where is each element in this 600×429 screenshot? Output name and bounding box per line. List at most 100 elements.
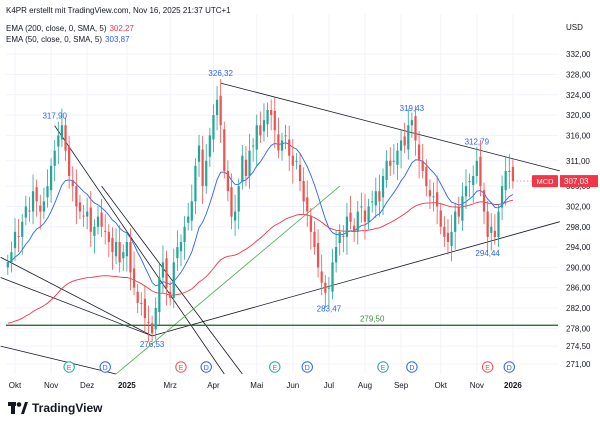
candle-body <box>17 235 20 237</box>
symbol-badge <box>532 175 558 188</box>
ema50-legend[interactable]: EMA (50, close, 0, SMA, 5) 303,87 <box>6 35 130 44</box>
candle-body <box>241 155 244 183</box>
candle-body <box>75 186 78 207</box>
candle-body <box>486 211 489 237</box>
candle-body <box>114 242 118 257</box>
y-tick-label: 332,00 <box>566 50 591 59</box>
candle-body <box>118 242 121 263</box>
candle-body <box>316 243 320 268</box>
y-tick-label: 298,00 <box>566 223 591 232</box>
candle-body <box>353 225 356 232</box>
candle-body <box>24 206 27 218</box>
candle-body <box>407 125 410 150</box>
event-marker-label: D <box>409 365 414 372</box>
y-tick-label: 328,00 <box>566 70 591 79</box>
y-tick-label: 282,00 <box>566 304 591 313</box>
candle-body <box>187 216 190 223</box>
candle-body <box>493 230 496 237</box>
event-marker-circle <box>301 361 313 373</box>
candle-body <box>443 226 446 237</box>
candle-body <box>132 268 136 288</box>
candle-body <box>457 207 460 217</box>
candle-body <box>31 191 35 212</box>
candle-body <box>468 181 471 183</box>
candle-body <box>313 231 316 248</box>
candle-body <box>150 323 154 334</box>
candle-body <box>122 252 125 259</box>
candle-body <box>194 165 197 202</box>
candle-body <box>349 212 352 222</box>
event-marker-circle <box>481 361 494 373</box>
candle-body <box>324 282 327 293</box>
candle-body <box>511 166 515 182</box>
candle-body <box>255 125 258 150</box>
candle-body <box>53 150 56 166</box>
price-axis[interactable]: USD 271,00 274,50 278,00 282,00 286,00 290,00 2… <box>566 23 591 369</box>
time-axis[interactable]: Okt Nov Dez 2025 Mrz Apr Mai Jun Jul Aug Sep Okt Nov… <box>9 381 523 390</box>
x-tick-label: Okt <box>435 381 448 390</box>
candle-body <box>60 125 64 140</box>
candle-body <box>21 221 24 237</box>
ema-50-line <box>7 142 514 287</box>
candle-body <box>472 176 475 186</box>
candle-body <box>208 135 211 157</box>
candle-body <box>309 215 312 232</box>
tradingview-logo[interactable]: TradingView <box>8 401 102 415</box>
candle-body <box>86 211 89 217</box>
candles <box>6 79 515 341</box>
x-tick-label: Aug <box>358 381 372 390</box>
x-tick-label: Mai <box>250 381 263 390</box>
candle-body <box>439 210 442 227</box>
candle-body <box>154 308 157 330</box>
event-marker-circle <box>175 361 187 373</box>
ema50-value: 303,87 <box>105 35 130 44</box>
candle-body <box>378 191 381 202</box>
candle-body <box>226 170 230 192</box>
gridlines <box>6 14 558 374</box>
tradingview-logo-text: TradingView <box>32 401 103 415</box>
trendline <box>0 345 117 375</box>
support-line: 279,50 <box>6 314 558 326</box>
candle-body <box>436 192 439 207</box>
candle-body <box>288 139 291 156</box>
candle-body <box>508 170 511 172</box>
symbol-label: MCD <box>536 177 554 186</box>
axis-currency: USD <box>566 23 583 32</box>
candle-body <box>450 231 453 247</box>
candle-body <box>161 262 165 278</box>
trendline <box>0 256 153 337</box>
event-marker-circle <box>503 361 515 373</box>
candle-body <box>89 207 92 232</box>
x-tick-label: Apr <box>207 381 220 390</box>
price-annotation: 312,79 <box>465 138 490 147</box>
event-marker-label: E <box>67 365 72 372</box>
tradingview-logo-icon <box>8 402 28 414</box>
candle-body <box>482 190 486 212</box>
x-tick-label: Sep <box>394 381 409 390</box>
x-tick-label: Jun <box>286 381 299 390</box>
trendline <box>220 82 560 172</box>
x-tick-label: Jul <box>324 381 334 390</box>
candle-body <box>140 302 143 304</box>
x-tick-label: 2026 <box>504 381 522 390</box>
candle-body <box>111 237 114 253</box>
candle-body <box>479 156 482 187</box>
ema200-legend[interactable]: EMA (200, close, 0, SMA, 5) 302,27 <box>6 24 134 33</box>
candle-body <box>396 150 399 165</box>
candle-body <box>371 201 374 203</box>
y-tick-label: 274,50 <box>566 342 591 351</box>
candle-body <box>270 110 273 116</box>
candle-body <box>129 242 132 273</box>
trendline <box>115 185 340 375</box>
candle-body <box>327 287 331 289</box>
candle-body <box>64 125 67 151</box>
x-tick-label: Mrz <box>163 381 176 390</box>
y-tick-label: 324,00 <box>566 91 591 100</box>
event-marker-circle <box>377 361 389 373</box>
ema-200-line <box>7 199 514 324</box>
candle-body <box>96 216 100 227</box>
event-marker-circle <box>63 361 75 373</box>
candle-body <box>356 211 359 232</box>
candle-body <box>176 247 179 259</box>
candle-body <box>334 247 338 263</box>
